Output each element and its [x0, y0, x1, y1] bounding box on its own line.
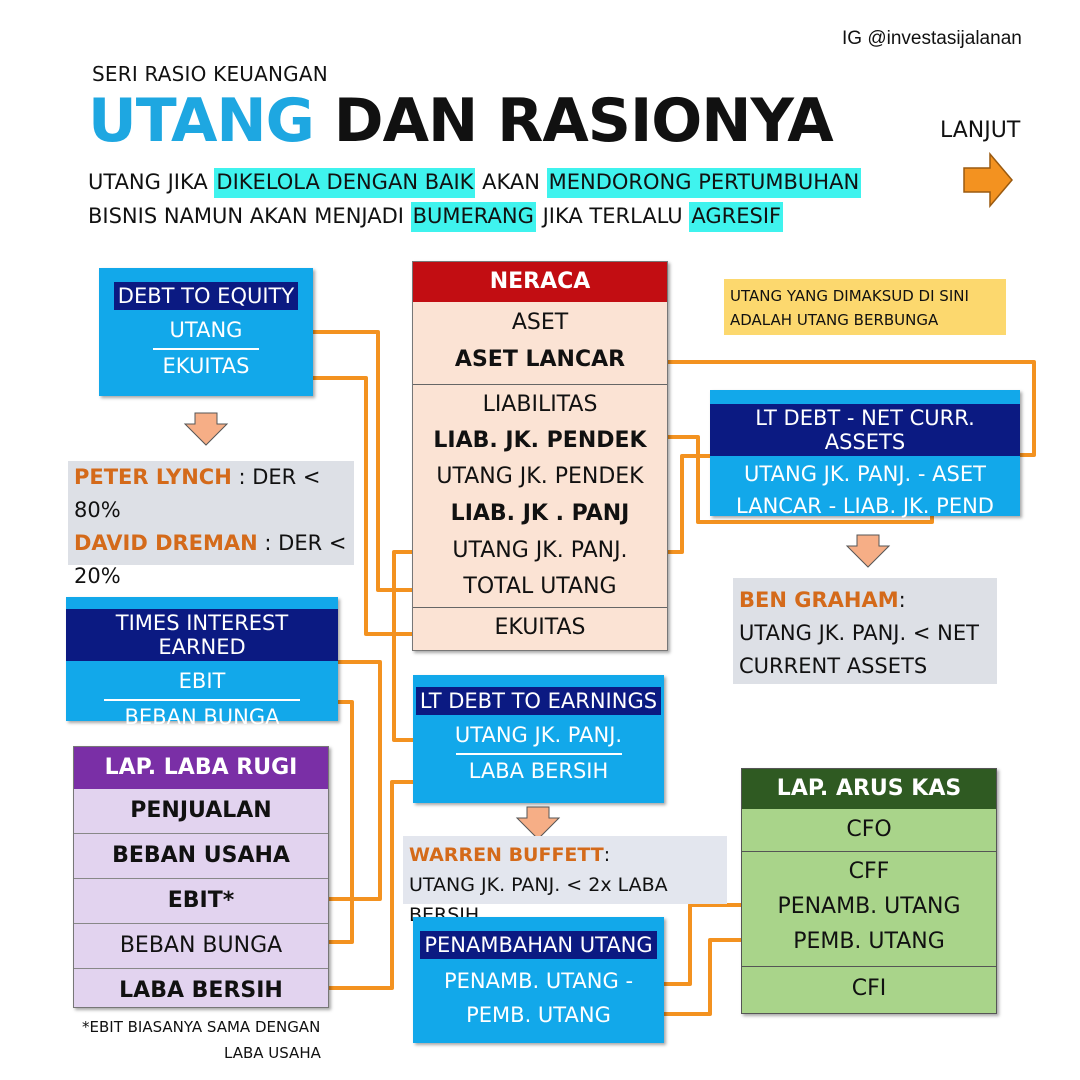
subtitle-line-2: BISNIS NAMUN AKAN MENJADI BUMERANG JIKA …	[88, 202, 784, 232]
neraca-row-utang-panjang: UTANG JK. PANJ.	[452, 538, 628, 563]
ltde-fraction-bar	[455, 753, 622, 755]
income-row-laba-bersih: LABA BERSIH	[119, 978, 283, 1003]
balance-sheet-table: NERACA ASET ASET LANCAR LIABILITAS LIAB.…	[412, 261, 668, 651]
graham-name: BEN GRAHAM	[739, 588, 899, 612]
tie-denominator: BEBAN BUNGA	[124, 705, 280, 729]
added-title: PENAMBAHAN UTANG	[420, 931, 657, 959]
next-arrow-icon[interactable]	[960, 152, 1016, 208]
cashflow-table: LAP. ARUS KAS CFO CFF PENAMB. UTANG PEMB…	[741, 768, 997, 1014]
cashflow-cff-group: CFF PENAMB. UTANG PEMB. UTANG	[742, 852, 996, 967]
income-row-beban-bunga: BEBAN BUNGA	[74, 924, 328, 969]
ltde-title: LT DEBT TO EARNINGS	[415, 687, 662, 715]
page-title: UTANG DAN RASIONYA	[88, 86, 834, 156]
neraca-row-liab-pendek: LIAB. JK. PENDEK	[433, 428, 647, 453]
added-line-1: PENAMB. UTANG -	[443, 969, 634, 993]
instagram-credit: IG @investasijalanan	[842, 28, 1022, 49]
income-statement-table: LAP. LABA RUGI PENJUALAN BEBAN USAHA EBI…	[73, 746, 329, 1008]
highlight-bumerang: BUMERANG	[410, 202, 536, 232]
der-fraction-bar	[153, 348, 259, 350]
cashflow-title: LAP. ARUS KAS	[742, 769, 996, 809]
highlight-mendorong: MENDORONG PERTUMBUHAN	[546, 168, 862, 198]
tie-title: TIMES INTEREST EARNED	[66, 609, 338, 661]
series-label: SERI RASIO KEUANGAN	[92, 62, 328, 86]
ltde-box: LT DEBT TO EARNINGS UTANG JK. PANJ. LABA…	[413, 675, 664, 803]
down-arrow-icon	[845, 534, 891, 568]
der-note-lynch: PETER LYNCH : DER < 80%	[74, 465, 321, 522]
der-denominator: EKUITAS	[162, 354, 250, 378]
down-arrow-icon	[515, 806, 561, 840]
ltde-numerator: UTANG JK. PANJ.	[454, 723, 623, 747]
title-rest: DAN RASIONYA	[333, 86, 834, 156]
title-utang: UTANG	[88, 86, 315, 156]
graham-line-1: UTANG JK. PANJ. < NET	[739, 621, 979, 645]
cashflow-row-cff: CFF	[848, 859, 890, 884]
income-title: LAP. LABA RUGI	[74, 747, 328, 789]
der-title: DEBT TO EQUITY	[113, 282, 299, 310]
buffett-name: WARREN BUFFETT	[409, 844, 604, 866]
cashflow-row-cfi: CFI	[851, 976, 887, 1001]
ltnca-title: LT DEBT - NET CURR. ASSETS	[710, 404, 1020, 456]
arrow-pemb-to-added	[634, 938, 752, 1019]
graham-line-2: CURRENT ASSETS	[739, 654, 928, 678]
footnote-line-2: LABA USAHA	[224, 1044, 321, 1062]
ltnca-line-2: LANCAR - LIAB. JK. PEND	[736, 494, 994, 518]
highlight-agresif: AGRESIF	[689, 202, 784, 232]
neraca-row-aset-lancar: ASET LANCAR	[454, 347, 626, 372]
neraca-row-liab-panjang: LIAB. JK . PANJ	[450, 501, 630, 526]
neraca-row-utang-pendek: UTANG JK. PENDEK	[436, 464, 644, 489]
der-note-dreman: DAVID DREMAN : DER < 20%	[74, 531, 347, 588]
der-numerator: UTANG	[169, 318, 243, 342]
graham-note: BEN GRAHAM: UTANG JK. PANJ. < NET CURREN…	[733, 578, 997, 684]
ltnca-box: LT DEBT - NET CURR. ASSETS UTANG JK. PAN…	[710, 390, 1020, 518]
ltde-denominator: LABA BERSIH	[468, 759, 609, 783]
income-row-penjualan: PENJUALAN	[74, 789, 328, 834]
next-label[interactable]: LANJUT	[940, 118, 1021, 143]
cashflow-row-pemb-utang: PEMB. UTANG	[793, 929, 945, 954]
neraca-row-total-utang: TOTAL UTANG	[463, 574, 617, 599]
added-debt-box: PENAMBAHAN UTANG PENAMB. UTANG - PEMB. U…	[413, 917, 664, 1043]
down-arrow-icon	[183, 412, 229, 446]
cashflow-row-penamb-utang: PENAMB. UTANG	[777, 894, 961, 919]
income-row-ebit: EBIT*	[74, 879, 328, 924]
tie-box: TIMES INTEREST EARNED EBIT BEBAN BUNGA	[66, 597, 338, 729]
interest-bearing-note: UTANG YANG DIMAKSUD DI SINI ADALAH UTANG…	[724, 279, 1006, 335]
tie-fraction-bar	[104, 699, 300, 701]
neraca-row-aset: ASET	[511, 310, 569, 335]
tie-numerator: EBIT	[178, 669, 226, 693]
added-line-2: PEMB. UTANG	[466, 1003, 611, 1027]
highlight-dikelola: DIKELOLA DENGAN BAIK	[214, 168, 476, 198]
income-row-beban-usaha: BEBAN USAHA	[74, 834, 328, 879]
neraca-row-liabilitas: LIABILITAS	[482, 392, 598, 417]
ltnca-line-1: UTANG JK. PANJ. - ASET	[744, 462, 986, 486]
neraca-title: NERACA	[413, 262, 667, 302]
footnote-line-1: *EBIT BIASANYA SAMA DENGAN	[82, 1018, 321, 1036]
neraca-row-ekuitas: EKUITAS	[494, 615, 586, 640]
cashflow-row-cfo: CFO	[742, 809, 996, 852]
buffett-note: WARREN BUFFETT: UTANG JK. PANJ. < 2x LAB…	[403, 836, 727, 926]
subtitle-line-1: UTANG JIKA DIKELOLA DENGAN BAIK AKAN MEN…	[88, 168, 862, 198]
der-box: DEBT TO EQUITY UTANG EKUITAS	[99, 268, 313, 396]
der-notes-box: PETER LYNCH : DER < 80% DAVID DREMAN : D…	[68, 461, 354, 654]
